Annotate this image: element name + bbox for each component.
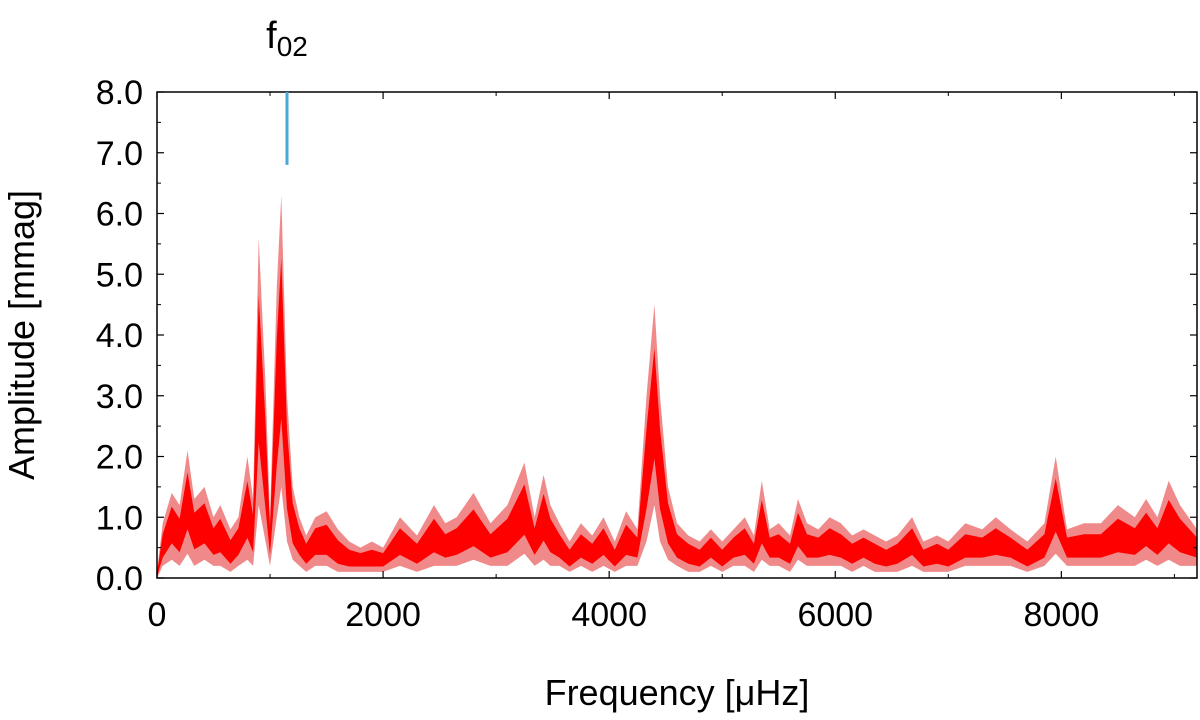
y-tick-label: 5.0 (96, 256, 143, 294)
x-tick-label: 8000 (1024, 596, 1100, 634)
f02-marker-label: f02 (266, 15, 308, 62)
spectrum-envelope-light (157, 195, 1197, 579)
spectrum-envelope-core (157, 258, 1197, 577)
y-tick-label: 1.0 (96, 499, 143, 537)
x-tick-label: 0 (148, 596, 167, 634)
spectrum-band-layer (156, 195, 1198, 579)
spectrum-center-line (156, 334, 1198, 576)
y-tick-label: 8.0 (96, 74, 143, 112)
x-axis: 0 2000 4000 6000 8000 (148, 92, 1175, 634)
y-tick-label: 2.0 (96, 439, 143, 477)
x-tick-label: 2000 (345, 596, 421, 634)
y-axis-label: Amplitude [mmag] (1, 190, 42, 480)
plot-frame (156, 91, 1198, 579)
x-tick-label: 6000 (797, 596, 873, 634)
y-axis: 0.0 1.0 2.0 3.0 4.0 5.0 6.0 7.0 8.0 (96, 74, 1197, 598)
x-tick-label: 4000 (571, 596, 647, 634)
y-tick-label: 6.0 (96, 196, 143, 234)
y-tick-label: 0.0 (96, 560, 143, 598)
y-tick-label: 4.0 (96, 317, 143, 355)
f02-marker-subscript: 02 (277, 31, 308, 62)
y-tick-label: 3.0 (96, 378, 143, 416)
x-axis-label: Frequency [μHz] (545, 672, 810, 713)
y-tick-label: 7.0 (96, 135, 143, 173)
